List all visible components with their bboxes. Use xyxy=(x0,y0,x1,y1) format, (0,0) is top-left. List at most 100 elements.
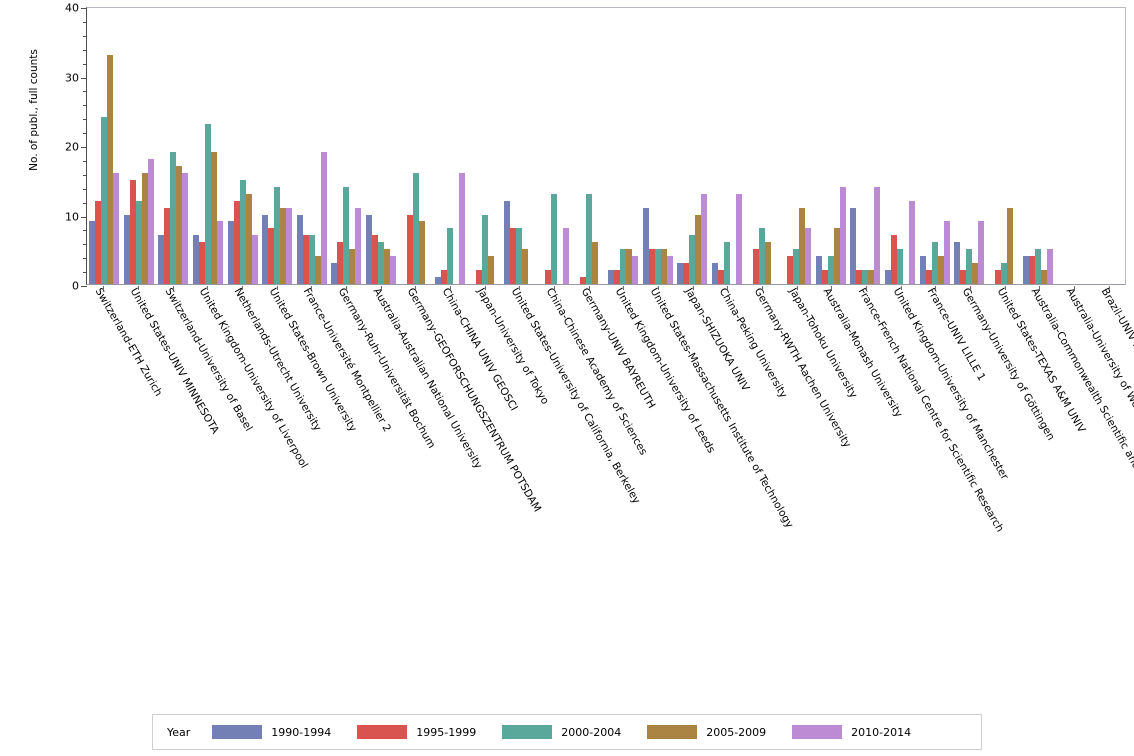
bar xyxy=(487,256,494,284)
bar xyxy=(943,221,950,284)
y-tick-mark-minor xyxy=(83,202,87,204)
bar xyxy=(239,179,246,284)
bar xyxy=(459,172,466,284)
bar xyxy=(123,214,130,284)
legend-item[interactable]: 1995-1999 xyxy=(357,725,476,739)
bar xyxy=(302,235,309,284)
bar xyxy=(683,263,690,284)
bar-group xyxy=(1056,8,1091,284)
bar xyxy=(689,235,696,284)
x-tick-label: Germany-GEOFORSCHUNGSZENTRUM POTSDAM xyxy=(404,286,544,515)
bar xyxy=(390,256,397,284)
x-tick-mark xyxy=(1074,286,1075,290)
bar-group xyxy=(641,8,676,284)
bar xyxy=(642,207,649,284)
legend-item[interactable]: 1990-1994 xyxy=(212,725,331,739)
x-tick-mark xyxy=(242,286,243,290)
y-tick-label: 30 xyxy=(65,71,79,84)
bar xyxy=(654,249,661,284)
bar xyxy=(412,172,419,284)
bar xyxy=(960,270,967,284)
bar xyxy=(384,249,391,284)
x-tick-mark xyxy=(623,286,625,290)
bar xyxy=(978,221,985,284)
bar xyxy=(839,186,846,284)
bar xyxy=(101,117,108,284)
bar xyxy=(349,249,356,284)
legend-label: 1990-1994 xyxy=(271,725,332,739)
bar xyxy=(113,172,120,284)
bar-group xyxy=(260,8,295,284)
bar xyxy=(331,263,338,284)
y-tick-mark-minor xyxy=(83,258,87,260)
y-tick-mark-minor xyxy=(83,21,87,23)
bar xyxy=(723,242,730,284)
bar xyxy=(793,249,800,284)
bar xyxy=(925,270,932,284)
bar xyxy=(1029,256,1036,284)
bar xyxy=(245,193,252,284)
bar xyxy=(158,235,165,284)
bar xyxy=(89,221,96,284)
x-tick-mark xyxy=(276,286,278,290)
bar xyxy=(251,235,258,284)
bar xyxy=(147,158,154,284)
bar xyxy=(608,270,615,284)
y-tick-mark xyxy=(81,8,87,9)
bar xyxy=(199,242,206,284)
x-tick-mark xyxy=(796,286,798,290)
bar-group xyxy=(156,8,191,284)
bar xyxy=(314,256,321,284)
bar xyxy=(1041,270,1048,284)
y-tick-mark-minor xyxy=(83,188,87,190)
bar xyxy=(764,242,771,284)
bar xyxy=(752,249,759,284)
bar xyxy=(821,270,828,284)
y-tick-mark xyxy=(81,147,87,148)
bar xyxy=(805,228,812,284)
bar xyxy=(274,186,281,284)
bar xyxy=(717,270,724,284)
x-tick-label: China-Peking University xyxy=(716,286,790,401)
x-tick-label: Japan-Tohoku University xyxy=(786,286,860,401)
bar xyxy=(954,242,961,284)
legend-item[interactable]: 2010-2014 xyxy=(792,725,911,739)
bar-group xyxy=(606,8,641,284)
y-tick-mark-minor xyxy=(83,272,87,274)
legend-item[interactable]: 2005-2009 xyxy=(647,725,766,739)
bar xyxy=(666,256,673,284)
x-tick-mark xyxy=(415,286,417,290)
bar xyxy=(296,214,303,284)
plot-inner xyxy=(87,8,1125,284)
x-tick-label: Japan-SHIZUOKA UNIV xyxy=(682,286,752,394)
bar-group xyxy=(571,8,606,284)
bar xyxy=(170,151,177,284)
y-tick-mark-minor xyxy=(83,49,87,51)
bar-group xyxy=(952,8,987,284)
bar xyxy=(735,193,742,284)
bar-group xyxy=(675,8,710,284)
x-tick-mark xyxy=(554,286,555,290)
bar xyxy=(585,193,592,284)
bar xyxy=(833,228,840,284)
y-tick-label: 20 xyxy=(65,140,79,154)
bar xyxy=(481,214,488,284)
bar-group xyxy=(191,8,226,284)
bar xyxy=(677,263,684,284)
legend-item[interactable]: 2000-2004 xyxy=(502,725,621,739)
bar xyxy=(1035,249,1042,284)
bar xyxy=(193,235,200,284)
bar-group xyxy=(779,8,814,284)
bar xyxy=(931,242,938,284)
bar xyxy=(1000,263,1007,284)
bar xyxy=(280,207,287,284)
x-tick-mark xyxy=(172,286,174,290)
bar xyxy=(966,249,973,284)
x-tick-mark xyxy=(380,286,382,290)
x-tick-mark xyxy=(311,286,313,290)
bar xyxy=(176,165,183,284)
bar xyxy=(1023,256,1030,284)
x-tick-mark xyxy=(138,286,139,290)
y-tick-label: 10 xyxy=(65,210,79,223)
y-tick-mark xyxy=(81,286,87,287)
